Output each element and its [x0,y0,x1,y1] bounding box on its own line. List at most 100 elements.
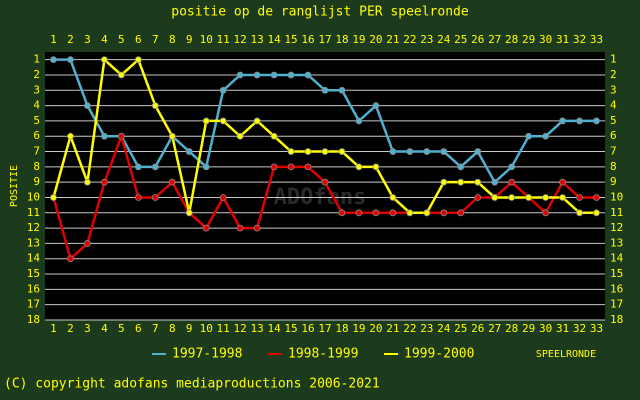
data-point [151,102,159,109]
x-tick-label: 3 [84,33,91,46]
y-tick-label: 3 [610,83,617,96]
data-point [491,194,499,201]
data-point [457,163,465,171]
data-point [321,86,329,94]
data-point [236,71,244,79]
data-point [559,178,566,186]
y-tick-label: 18 [610,313,623,326]
x-tick-label: 6 [135,33,142,46]
data-point [185,209,193,217]
data-point [355,209,363,217]
x-tick-label: 2 [67,33,74,46]
data-point [202,117,210,125]
data-point [593,117,600,125]
data-point [440,178,448,186]
x-tick-label: 11 [217,33,230,46]
x-tick-label: 33 [590,322,603,335]
y-tick-label: 5 [33,114,40,127]
data-point [202,224,210,232]
y-tick-label: 10 [610,190,623,203]
data-point [84,240,91,247]
x-tick-label: 7 [152,33,159,46]
x-tick-label: 3 [84,322,91,335]
x-tick-label: 22 [403,33,416,46]
x-tick-label: 25 [454,322,467,335]
y-tick-label: 15 [27,267,40,280]
x-tick-label: 26 [471,33,484,46]
data-point [50,194,57,201]
data-point [100,132,108,140]
y-tick-label: 17 [610,298,623,311]
x-tick-label: 30 [539,322,552,335]
data-point [287,163,295,171]
data-point [270,132,278,140]
x-tick-label: 33 [590,33,603,46]
data-point [253,71,261,79]
x-tick-label: 5 [118,33,125,46]
data-point [559,194,566,201]
x-tick-label: 10 [200,33,213,46]
x-tick-label: 27 [488,33,501,46]
data-point [355,163,363,171]
x-tick-label: 9 [186,33,193,46]
x-tick-label: 15 [284,33,297,46]
data-point [474,178,482,186]
y-tick-label: 4 [610,99,617,112]
data-point [202,163,210,171]
x-tick-label: 27 [488,322,501,335]
data-point [67,132,74,140]
x-tick-label: 15 [284,322,297,335]
y-tick-label: 14 [27,252,41,265]
data-point [134,56,142,64]
y-tick-label: 12 [27,221,40,234]
data-point [253,224,261,232]
x-tick-label: 7 [152,322,159,335]
data-point [270,71,278,79]
data-point [389,209,397,217]
y-tick-label: 6 [33,129,40,142]
data-point [117,71,125,79]
x-tick-label: 5 [118,322,125,335]
data-point [287,71,295,79]
data-point [270,163,278,171]
data-point [576,194,583,201]
x-tick-label: 28 [505,322,518,335]
x-tick-label: 12 [234,322,247,335]
data-point [372,209,380,217]
data-point [406,209,414,217]
data-point [406,148,414,155]
x-axis-label: SPEELRONDE [536,349,596,360]
data-point [389,148,397,155]
data-point [338,148,346,155]
data-point [168,178,176,186]
data-point [168,132,176,140]
data-point [100,56,108,64]
y-tick-label: 12 [610,221,623,234]
data-point [508,178,516,186]
data-point [423,148,431,155]
x-tick-label: 19 [352,33,365,46]
x-tick-label: 18 [335,33,348,46]
x-tick-label: 1 [50,33,57,46]
data-point [338,209,346,217]
data-point [219,117,227,125]
x-tick-label: 19 [352,322,365,335]
x-tick-label: 11 [217,322,230,335]
x-tick-label: 24 [437,322,451,335]
x-tick-label: 17 [318,322,331,335]
data-point [185,148,193,155]
x-tick-label: 17 [318,33,331,46]
y-tick-label: 9 [33,175,40,188]
data-point [236,224,244,232]
data-point [338,86,346,94]
plot-area [45,52,605,320]
y-tick-label: 1 [610,53,617,66]
y-tick-label: 18 [27,313,40,326]
y-tick-label: 14 [610,252,624,265]
data-point [457,178,465,186]
y-tick-label: 2 [610,68,617,81]
data-point [576,117,583,125]
data-point [372,102,380,109]
data-point [253,117,261,125]
data-point [593,209,600,217]
